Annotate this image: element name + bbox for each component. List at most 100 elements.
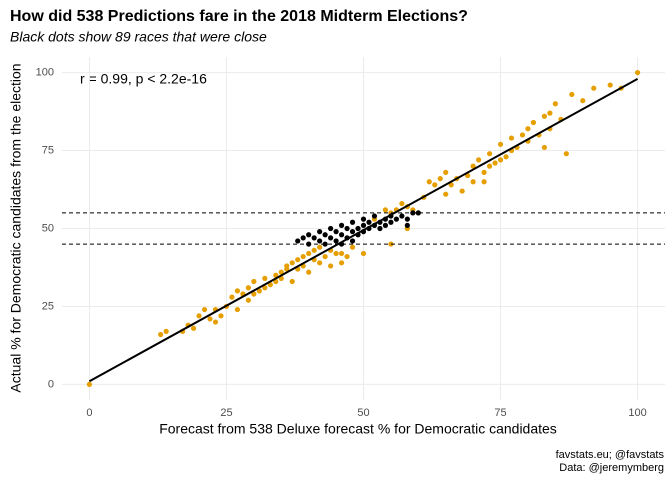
point: [432, 182, 438, 188]
point: [322, 253, 328, 260]
point: [503, 154, 509, 160]
y-tick-label: 0: [48, 378, 54, 390]
point: [163, 328, 169, 334]
point: [481, 179, 487, 185]
point: [404, 216, 410, 222]
point: [371, 213, 378, 219]
point: [393, 216, 399, 222]
point: [317, 229, 323, 235]
point: [591, 85, 597, 91]
point: [404, 222, 410, 228]
point: [234, 288, 241, 294]
point: [486, 151, 493, 157]
point: [541, 144, 548, 151]
point: [360, 216, 367, 222]
point: [317, 260, 323, 266]
point: [338, 222, 345, 228]
point: [262, 285, 268, 291]
point: [541, 113, 548, 119]
point: [317, 238, 323, 244]
y-tick-label: 25: [42, 300, 54, 312]
point: [278, 269, 284, 275]
point: [338, 260, 345, 266]
point: [355, 225, 361, 232]
point: [218, 313, 224, 319]
point: [569, 91, 575, 98]
point: [349, 229, 356, 235]
x-tick-label: 75: [494, 407, 506, 419]
point: [360, 222, 367, 228]
point: [349, 219, 356, 225]
point: [328, 235, 334, 241]
point: [190, 325, 197, 331]
point: [481, 169, 487, 175]
point: [415, 210, 421, 216]
point: [322, 232, 328, 238]
point: [470, 163, 476, 169]
caption: favstats.eu; @favstats: [556, 449, 665, 461]
point: [547, 110, 553, 116]
point: [300, 253, 306, 260]
point: [388, 241, 394, 247]
x-tick-label: 100: [628, 407, 646, 419]
point: [426, 179, 432, 185]
point: [399, 213, 405, 219]
x-tick-label: 50: [357, 407, 369, 419]
point: [256, 288, 262, 294]
point: [311, 235, 317, 241]
chart-title: How did 538 Predictions fare in the 2018…: [10, 8, 468, 25]
point: [388, 219, 394, 225]
point: [338, 232, 345, 238]
point: [333, 250, 339, 257]
point: [377, 225, 383, 232]
point: [273, 272, 279, 278]
point: [519, 132, 526, 138]
point: [289, 260, 295, 266]
y-tick-label: 100: [36, 66, 54, 78]
point: [196, 313, 202, 319]
point: [295, 257, 301, 263]
point: [563, 151, 569, 157]
point: [530, 119, 537, 126]
point: [497, 157, 504, 163]
point: [229, 294, 235, 300]
y-axis-label: Actual % for Democratic candidates from …: [8, 63, 24, 392]
x-tick-label: 25: [220, 407, 232, 419]
point: [443, 191, 449, 197]
y-tick-label: 75: [42, 144, 54, 156]
point: [437, 176, 443, 182]
x-axis-label: Forecast from 538 Deluxe forecast % for …: [159, 421, 557, 437]
point: [508, 135, 515, 141]
point: [284, 266, 290, 272]
point: [262, 275, 268, 281]
point: [349, 244, 356, 250]
point: [382, 222, 389, 228]
point: [245, 285, 251, 291]
point: [306, 232, 312, 238]
point: [399, 200, 405, 207]
caption: Data: @jeremymberg: [559, 462, 664, 474]
point: [234, 306, 241, 313]
annotation: r = 0.99, p < 2.2e-16: [80, 71, 207, 87]
point: [443, 169, 449, 175]
point: [328, 225, 334, 232]
y-tick-label: 50: [42, 222, 54, 234]
point: [306, 269, 312, 275]
point: [328, 263, 334, 269]
point: [338, 250, 345, 257]
point: [207, 316, 213, 322]
point: [306, 250, 312, 257]
point: [360, 250, 367, 257]
point: [317, 244, 323, 250]
point: [311, 247, 317, 253]
trend-line: [88, 77, 639, 383]
point: [300, 235, 306, 241]
point: [251, 291, 257, 297]
chart-subtitle: Black dots show 89 races that were close: [10, 29, 267, 45]
point: [201, 306, 208, 313]
point: [607, 82, 613, 88]
point: [492, 160, 498, 166]
point: [344, 253, 350, 260]
point: [634, 69, 641, 76]
